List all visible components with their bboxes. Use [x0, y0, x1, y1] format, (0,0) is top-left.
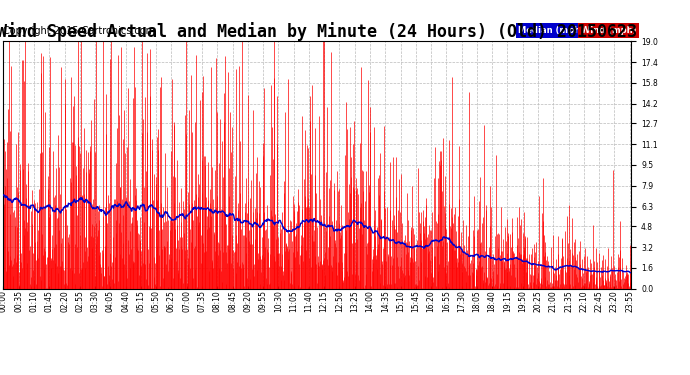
Title: Wind Speed Actual and Median by Minute (24 Hours) (Old) 20150623: Wind Speed Actual and Median by Minute (… [0, 22, 638, 41]
Text: Wind (mph): Wind (mph) [581, 26, 637, 35]
Text: Median (mph): Median (mph) [518, 26, 584, 35]
Text: Copyright 2015 Cartronics.com: Copyright 2015 Cartronics.com [3, 26, 155, 36]
